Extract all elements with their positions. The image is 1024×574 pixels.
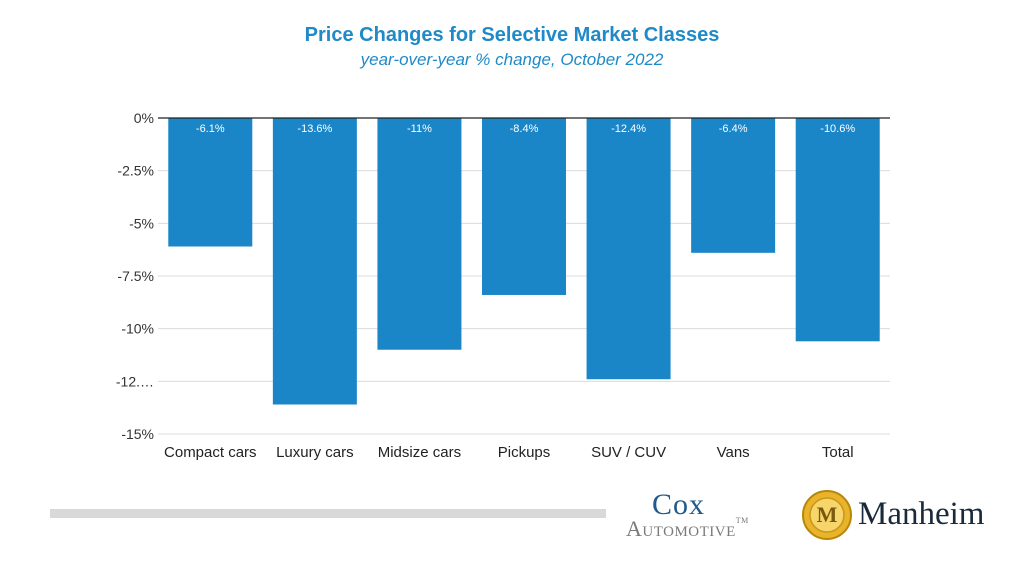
footer-divider-bar [50, 509, 606, 518]
bar [691, 118, 776, 253]
manheim-logo: M Manheim [802, 488, 1012, 544]
data-label: -10.6% [820, 123, 855, 135]
data-label: -8.4% [510, 123, 539, 135]
manheim-logo-word: Manheim [858, 496, 985, 532]
y-tick-label: -2.5% [117, 163, 154, 179]
bar [482, 118, 566, 295]
x-tick-label: Midsize cars [378, 444, 461, 461]
data-label: -6.4% [719, 123, 748, 135]
svg-text:M: M [817, 502, 838, 527]
bar [168, 118, 253, 247]
data-label: -6.1% [196, 123, 225, 135]
bar-chart: 0% -2.5% -5% -7.5% -10% -12.… -15% -6.1% Compact… [116, 110, 890, 461]
chart-subtitle: year-over-year % change, October 2022 [360, 50, 664, 69]
y-tick-label: -15% [121, 426, 154, 442]
bar [795, 118, 880, 342]
x-tick-label: Total [822, 444, 854, 461]
manheim-emblem-icon: M [802, 490, 852, 540]
x-tick-label: Compact cars [164, 444, 257, 461]
x-tick-label: Vans [717, 444, 750, 461]
y-tick-label: -12.… [116, 373, 154, 389]
bar [377, 118, 462, 350]
data-label: -13.6% [297, 123, 332, 135]
data-label: -11% [407, 123, 432, 135]
y-tick-label: -10% [121, 321, 154, 337]
x-tick-label: Pickups [498, 444, 551, 461]
y-tick-label: 0% [134, 110, 154, 126]
cox-logo-word: Cox [652, 488, 706, 521]
data-label: -12.4% [611, 123, 646, 135]
y-tick-label: -5% [129, 215, 154, 231]
bar [586, 118, 671, 380]
chart-title: Price Changes for Selective Market Class… [304, 24, 720, 46]
automotive-logo-word: AutomotiveTM [626, 516, 749, 541]
x-tick-label: SUV / CUV [591, 444, 666, 461]
y-tick-label: -7.5% [117, 268, 154, 284]
bar [272, 118, 357, 405]
x-tick-label: Luxury cars [276, 444, 354, 461]
cox-automotive-logo: Cox AutomotiveTM [622, 488, 792, 544]
